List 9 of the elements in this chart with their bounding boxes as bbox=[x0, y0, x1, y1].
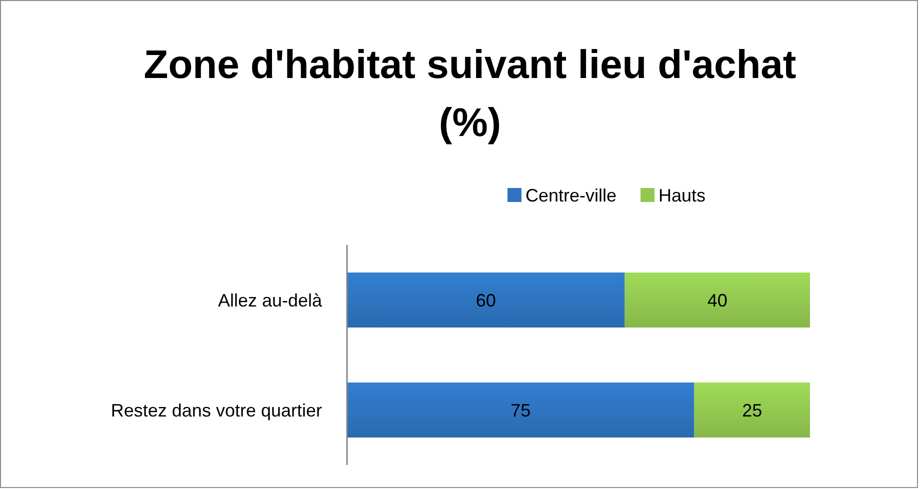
chart-title: Zone d'habitat suivant lieu d'achat (%) bbox=[144, 43, 796, 145]
y-tick-label: Allez au-delà bbox=[218, 290, 323, 310]
legend-label: Centre-ville bbox=[525, 185, 617, 206]
legend-label: Hauts bbox=[658, 185, 706, 206]
data-label: 25 bbox=[742, 400, 762, 420]
data-label: 75 bbox=[510, 400, 531, 420]
data-label: 40 bbox=[707, 290, 728, 310]
data-label: 60 bbox=[476, 290, 496, 310]
y-tick-label: Restez dans votre quartier bbox=[110, 400, 322, 420]
